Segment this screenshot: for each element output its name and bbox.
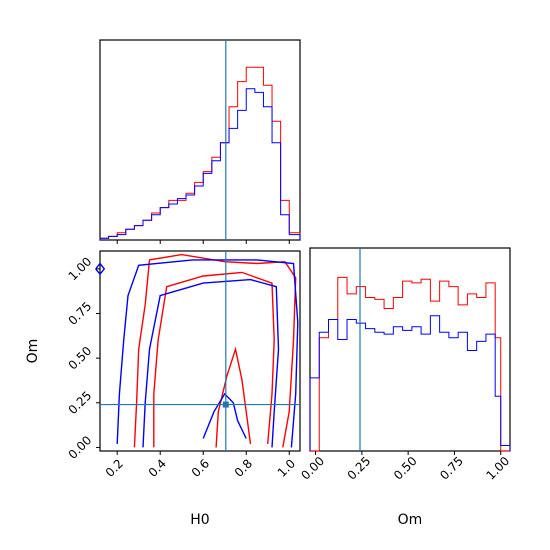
om-histogram-bars xyxy=(309,276,511,452)
om-tick-label: 0.50 xyxy=(66,344,95,373)
h0-histogram-frame xyxy=(99,39,301,241)
h0-histogram-ticks xyxy=(116,240,290,244)
om-histogram-tick-label: 0.75 xyxy=(437,454,466,483)
histogram-series-1 xyxy=(99,88,301,240)
om-histogram-tick-label: 0.00 xyxy=(298,454,327,483)
truth-point-marker xyxy=(222,401,229,408)
om-histogram-axis-label: Om xyxy=(398,512,423,528)
h0-om-contours xyxy=(95,253,299,448)
h0-tick-label: 0.8 xyxy=(232,456,255,479)
h0-histogram-panel xyxy=(99,39,301,244)
h0-axis-ticks: 0.2 0.4 0.6 0.8 1.0 xyxy=(103,451,298,480)
om-histogram-tick-label: 0.25 xyxy=(345,454,374,483)
h0-tick-label: 0.6 xyxy=(189,456,212,479)
om-histogram-ticks: 0.00 0.25 0.50 0.75 1.00 xyxy=(298,451,512,483)
contour-line-5 xyxy=(202,392,247,439)
om-tick-label: 0.75 xyxy=(66,299,95,328)
om-histogram-tick-label: 0.50 xyxy=(391,454,420,483)
contour-line-1 xyxy=(153,271,275,448)
om-histogram-frame xyxy=(309,247,511,452)
om-histogram-tick-label: 1.00 xyxy=(484,454,513,483)
h0-tick-label: 1.0 xyxy=(275,456,298,479)
h0-axis-label: H0 xyxy=(190,512,209,528)
contour-line-0 xyxy=(133,253,297,448)
contour-line-4 xyxy=(142,278,280,448)
h0-tick-label: 0.2 xyxy=(103,456,126,479)
om-axis-ticks: 0.00 0.25 0.50 0.75 1.00 xyxy=(66,254,100,462)
om-tick-label: 0.25 xyxy=(66,388,95,417)
contour-line-2 xyxy=(215,346,252,448)
om-axis-label: Om xyxy=(25,339,41,364)
om-histogram-panel: 0.00 0.25 0.50 0.75 1.00 Om xyxy=(298,247,512,528)
h0-om-contour-frame xyxy=(99,250,301,452)
contour-line-3 xyxy=(116,259,299,448)
om-tick-label: 1.00 xyxy=(66,254,95,283)
h0-om-contour-panel: 0.2 0.4 0.6 0.8 1.0 0.000.250.500.751.00 H0 … xyxy=(25,250,301,528)
h0-histogram-bars xyxy=(99,66,301,240)
om-tick-label: 0.00 xyxy=(66,433,95,462)
histogram-series-0 xyxy=(99,66,301,240)
contour-line-6 xyxy=(95,262,106,276)
h0-tick-label: 0.4 xyxy=(146,456,169,479)
histogram-series-0 xyxy=(310,276,510,452)
histogram-series-1 xyxy=(309,315,511,451)
